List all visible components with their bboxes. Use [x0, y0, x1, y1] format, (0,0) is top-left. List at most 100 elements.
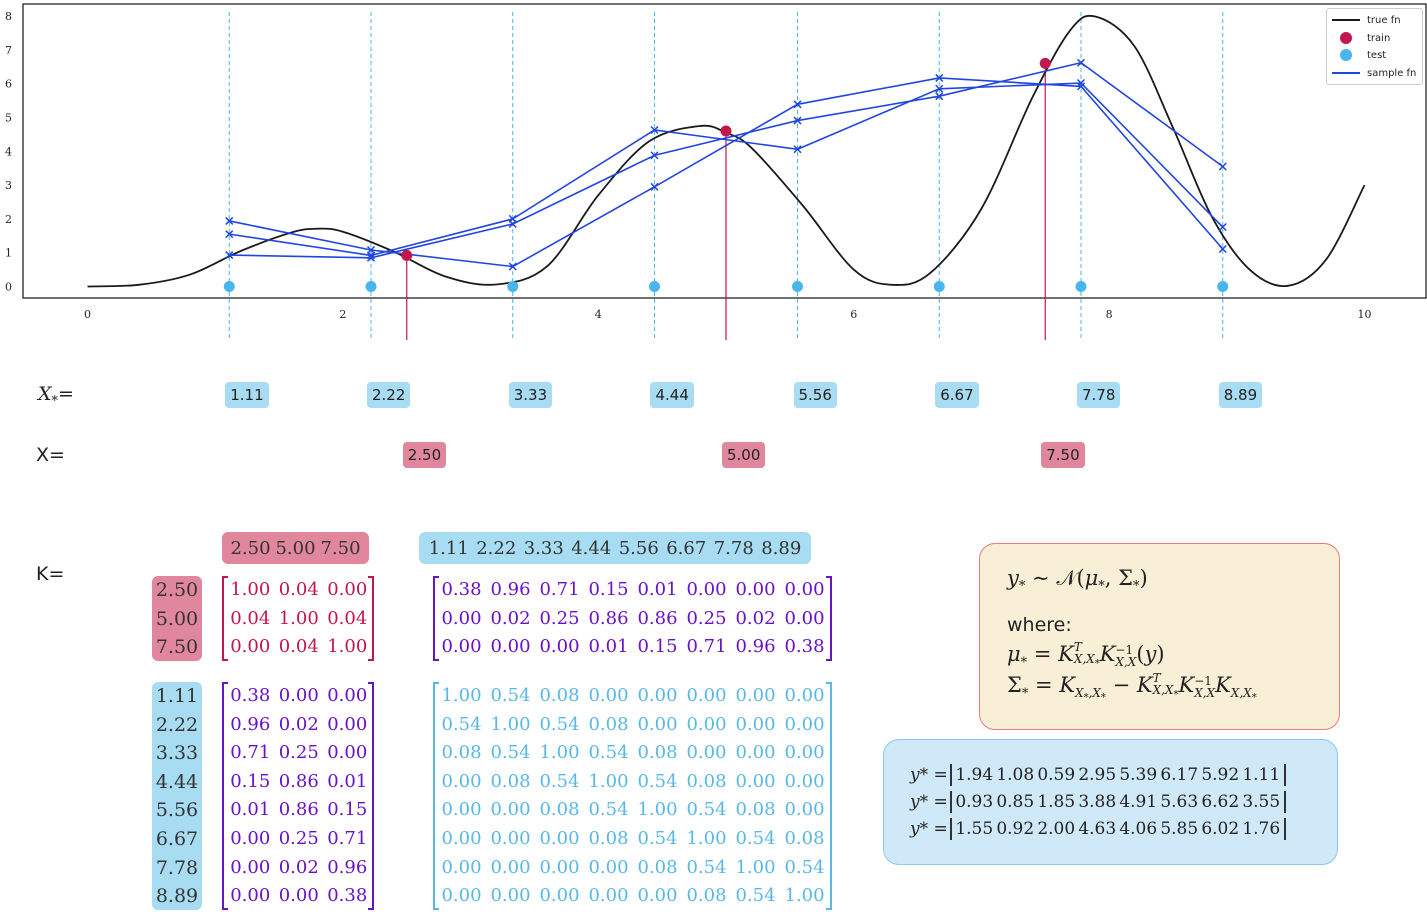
- k-header-value: 5.00: [275, 537, 316, 559]
- matrix-cell: 0.00: [441, 636, 482, 658]
- sample-value: 1.94: [955, 765, 994, 785]
- matrix-cell: 0.00: [784, 607, 825, 629]
- train-chip: 2.50: [402, 442, 447, 468]
- matrix-row: 0.00 0.00 0.00 0.01 0.15 0.71 0.96 0.38: [437, 633, 832, 662]
- legend-sample-fn-swatch: [1332, 72, 1360, 74]
- k-row-label: 2.50: [155, 579, 199, 601]
- legend-test-swatch: [1340, 49, 1352, 61]
- matrix-cell: 0.01: [230, 799, 271, 821]
- matrix-cell: 0.00: [784, 579, 825, 600]
- y-tick-label: 2: [5, 213, 12, 226]
- sample-marker-stroke: [1218, 244, 1227, 254]
- matrix-cell: 0.04: [230, 607, 271, 629]
- sample-value: 4.91: [1119, 792, 1158, 812]
- test-point: [365, 281, 377, 292]
- y-tick-label: 1: [5, 247, 12, 260]
- sample-marker-stroke: [225, 230, 234, 239]
- matrix-row: 0.08 0.54 1.00 0.54 0.08 0.00 0.00 0.00: [437, 739, 832, 768]
- matrix-cell: 0.00: [327, 742, 368, 764]
- k-header-value: 4.44: [571, 537, 612, 559]
- matrix-cell: 0.01: [637, 579, 678, 600]
- matrix-cell: 0.86: [278, 770, 319, 792]
- k-row-label: 4.44: [155, 770, 199, 793]
- matrix-cell: 0.71: [686, 636, 727, 658]
- sample-value: 4.06: [1119, 819, 1158, 839]
- matrix-cell: 0.00: [278, 685, 319, 706]
- sample-fn-marker: [508, 262, 517, 271]
- matrix-cell: 0.00: [588, 685, 629, 706]
- sample-fn-marker: [935, 73, 944, 82]
- matrix-cell: 0.54: [735, 827, 776, 849]
- matrix-cell: 0.00: [441, 607, 482, 629]
- k-train-train-matrix: 1.00 0.04 0.00 0.04 1.00 0.04 0.00 0.04 1.00: [222, 576, 374, 661]
- matrix-cell: 1.00: [588, 770, 629, 792]
- sample-fn-marker: [793, 100, 802, 109]
- matrix-cell: 0.54: [588, 742, 629, 764]
- matrix-cell: 1.00: [230, 579, 271, 600]
- matrix-cell: 1.00: [539, 742, 580, 764]
- matrix-cell: 0.86: [278, 799, 319, 821]
- matrix-cell: 0.54: [784, 856, 825, 878]
- k-header-test: 1.11 2.22 3.33 4.44 5.56 6.67 7.78 8.89: [419, 532, 811, 564]
- sample-value: 4.63: [1078, 819, 1117, 839]
- sample-marker-stroke: [935, 92, 944, 101]
- matrix-cell: 0.00: [588, 885, 629, 907]
- sample-fn-marker: [366, 251, 376, 260]
- x-tick-label: 6: [850, 308, 857, 321]
- k-row-label: 7.78: [155, 856, 199, 879]
- matrix-cell: 0.08: [686, 885, 727, 907]
- matrix-cell: 0.00: [784, 713, 825, 735]
- sample-value: 6.62: [1201, 792, 1240, 812]
- matrix-cell: 0.00: [637, 713, 678, 735]
- k-row-label: 6.67: [155, 827, 199, 850]
- gp-plot: 0 2 4 6 8 10 0 1 2 3 4 5 6 7 8: [5, 3, 1427, 340]
- x-tick-label: 4: [595, 308, 602, 321]
- sample-marker-stroke: [650, 151, 659, 160]
- matrix-cell: 0.15: [230, 770, 271, 792]
- matrix-cell: 0.00: [490, 885, 531, 907]
- matrix-cell: 0.86: [588, 607, 629, 629]
- matrix-cell: 0.15: [327, 799, 368, 821]
- sample-fn-marker: [650, 151, 659, 160]
- matrix-cell: 0.00: [686, 742, 727, 764]
- legend-test-label: test: [1367, 49, 1387, 61]
- matrix-cell: 0.02: [735, 607, 776, 629]
- matrix-cell: 0.00: [784, 770, 825, 792]
- sample-row: y* = 1.55 0.92 2.00 4.63 4.06 5.85 6.02 1.76: [910, 818, 1286, 840]
- matrix-row: 1.00 0.54 0.08 0.00 0.00 0.00 0.00 0.00: [437, 682, 832, 711]
- sample-value: 3.88: [1078, 792, 1117, 812]
- sample-value: 1.08: [996, 765, 1035, 785]
- legend-train-label: train: [1367, 32, 1391, 44]
- matrix-cell: 0.00: [784, 685, 825, 706]
- xstar-eq: =: [58, 383, 74, 405]
- matrix-cell: 0.54: [539, 713, 580, 735]
- formula-where: where:: [1007, 614, 1072, 636]
- sample-fn-marker: [1218, 162, 1227, 171]
- test-chip: 6.67: [935, 382, 979, 408]
- matrix-cell: 0.38: [441, 579, 482, 600]
- sample-row: y* = 1.94 1.08 0.59 2.95 5.39 6.17 5.92 1.11: [910, 764, 1286, 786]
- x-tick-label: 8: [1106, 308, 1113, 321]
- formula-line-1: y* ∼ 𝒩(μ*, Σ*): [1007, 566, 1148, 595]
- sample-marker-stroke: [1076, 58, 1086, 67]
- matrix-cell: 0.54: [637, 770, 678, 792]
- matrix-cell: 0.08: [588, 713, 629, 735]
- k-train-test-matrix: 0.38 0.96 0.71 0.15 0.01 0.00 0.00 0.00 0.00 0.02…: [433, 576, 832, 661]
- matrix-cell: 0.00: [490, 856, 531, 878]
- matrix-body: 0.38 0.96 0.71 0.15 0.01 0.00 0.00 0.00 0.00 0.02…: [433, 576, 832, 662]
- sample-fn-marker: [935, 92, 944, 101]
- matrix-cell: 0.01: [588, 636, 629, 658]
- sample-marker-stroke: [793, 145, 802, 154]
- sample-fn-marker: [225, 216, 234, 225]
- matrix-cell: 0.00: [230, 636, 271, 658]
- train-point: [1039, 57, 1051, 69]
- matrix-cell: 0.38: [784, 636, 825, 658]
- formula-line-3: Σ* = KX*,X* − K T X,X* K −1 X,X KX,X*: [1007, 671, 1257, 704]
- y-axis-ticks: 0 1 2 3 4 5 6 7 8: [5, 10, 12, 293]
- sample-marker-stroke: [1076, 78, 1086, 88]
- matrix-row: 0.15 0.86 0.01: [226, 768, 374, 797]
- y-tick-label: 5: [5, 112, 12, 125]
- test-point: [507, 281, 519, 292]
- matrix-cell: 1.00: [490, 713, 531, 735]
- matrix-cell: 1.00: [686, 827, 727, 849]
